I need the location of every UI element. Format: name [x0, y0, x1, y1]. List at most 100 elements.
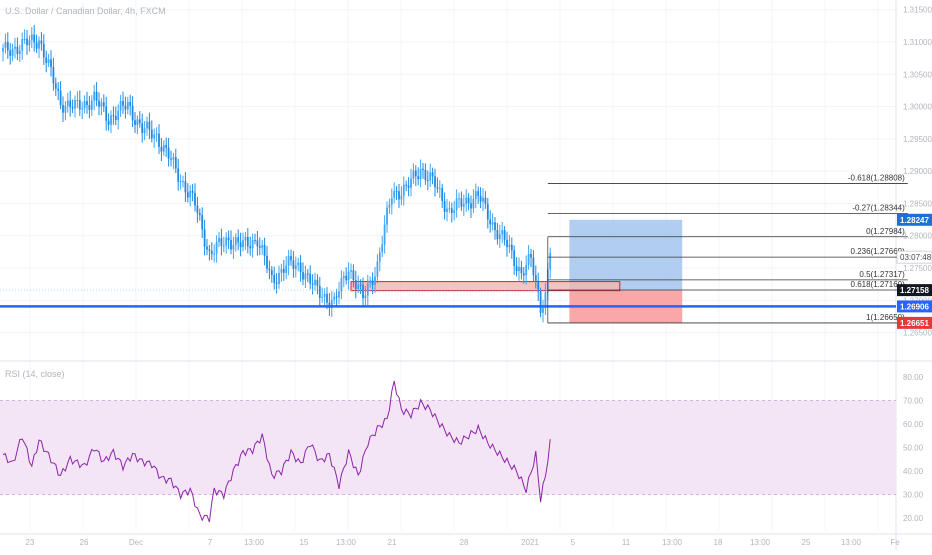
candle-body — [119, 101, 122, 111]
candle-body — [93, 91, 96, 101]
candle-body — [206, 246, 208, 250]
time-tick-label: 13:00 — [662, 538, 683, 547]
time-tick-label: 13:00 — [336, 538, 357, 547]
candle-body — [470, 203, 472, 209]
candle-body — [486, 203, 489, 220]
candle-body — [251, 239, 254, 249]
candle-body — [194, 192, 196, 206]
candle-body — [496, 230, 499, 240]
time-tick-label: 13:00 — [750, 538, 771, 547]
candle-body — [28, 40, 31, 46]
candle-body — [198, 213, 201, 216]
candle-body — [489, 219, 492, 225]
candle-body — [326, 293, 328, 303]
candle-body — [438, 188, 441, 190]
candle-body — [278, 272, 280, 284]
candle-body — [273, 274, 276, 283]
candle-body — [306, 273, 309, 275]
candle-body — [352, 270, 355, 281]
time-tick-label: 21 — [388, 538, 397, 547]
candle-body — [98, 100, 100, 107]
candle-body — [338, 291, 340, 298]
candle-body — [292, 260, 295, 269]
candle-body — [390, 198, 393, 205]
rsi-band — [0, 400, 896, 495]
candle-body — [410, 178, 412, 188]
candle-body — [342, 275, 345, 278]
candle-body — [314, 279, 316, 285]
candle-body — [167, 147, 170, 159]
candle-body — [333, 296, 336, 300]
candle-body — [26, 38, 28, 46]
rsi-layer — [0, 380, 896, 523]
take-profit-tag: 1.28247 — [900, 216, 929, 225]
fib-level-label: 0.618(1.27160) — [851, 280, 906, 289]
time-tick-label: Fe — [890, 538, 900, 547]
symbol-title: U.S. Dollar / Canadian Dollar, 4h, FXCM — [5, 6, 166, 16]
candle-body — [294, 265, 297, 269]
candle-body — [191, 190, 194, 193]
candle-body — [290, 256, 292, 261]
candle-body — [179, 181, 182, 183]
candle-body — [95, 91, 98, 101]
stop-loss-tag: 1.26651 — [900, 319, 929, 328]
candle-body — [467, 197, 470, 204]
candle-body — [136, 119, 139, 126]
candle-body — [208, 249, 211, 251]
fib-level-label: 1(1.26650) — [866, 313, 905, 322]
candle-body — [134, 120, 136, 126]
fib-level-label: 0(1.27984) — [866, 227, 905, 236]
candle-body — [62, 105, 64, 113]
candle-body — [150, 129, 153, 139]
candle-body — [184, 181, 187, 193]
candle-body — [323, 293, 326, 297]
candle-body — [453, 210, 456, 213]
current-price-tag-bg — [897, 284, 932, 297]
candle-body — [479, 195, 482, 202]
candles-layer — [2, 24, 552, 323]
candle-body — [520, 267, 523, 274]
candle-body — [285, 265, 288, 273]
candle-body — [230, 240, 232, 250]
candle-body — [501, 230, 504, 235]
candle-body — [263, 244, 266, 256]
countdown-tag-bg — [896, 250, 932, 264]
candle-body — [112, 115, 115, 117]
candle-body — [242, 240, 244, 248]
candle-body — [100, 102, 103, 107]
candle-body — [6, 41, 9, 51]
candle-body — [201, 215, 204, 230]
candle-body — [117, 110, 120, 120]
candle-body — [443, 201, 446, 212]
candle-body — [357, 284, 360, 289]
candle-body — [460, 198, 463, 207]
rsi-tick-label: 20.00 — [903, 514, 924, 523]
candle-body — [270, 270, 273, 275]
candle-body — [210, 250, 213, 255]
candle-body — [234, 237, 237, 246]
candle-body — [436, 187, 439, 189]
candle-body — [393, 191, 396, 199]
price-tick-label: 1.27500 — [903, 264, 932, 273]
resistance-zone — [350, 281, 621, 292]
candle-body — [527, 253, 530, 265]
stop-loss-tag-bg — [897, 316, 932, 329]
candle-body — [544, 292, 547, 308]
candle-body — [350, 270, 352, 272]
candle-body — [213, 253, 216, 255]
candle-body — [455, 198, 458, 211]
candle-body — [448, 208, 451, 210]
candle-body — [477, 191, 480, 196]
candle-body — [42, 43, 45, 58]
tags-layer: 1.28247 1.27158 1.26906 1.26651 03:07:48 — [896, 213, 932, 329]
time-tick-label: 7 — [208, 538, 213, 547]
price-tick-label: 1.30000 — [903, 103, 932, 112]
candle-body — [131, 105, 134, 121]
price-tick-label: 1.30500 — [903, 70, 932, 79]
fib-level-label: -0.618(1.28808) — [848, 174, 905, 183]
candle-body — [90, 100, 93, 110]
candle-body — [450, 208, 453, 213]
candle-body — [539, 291, 542, 313]
